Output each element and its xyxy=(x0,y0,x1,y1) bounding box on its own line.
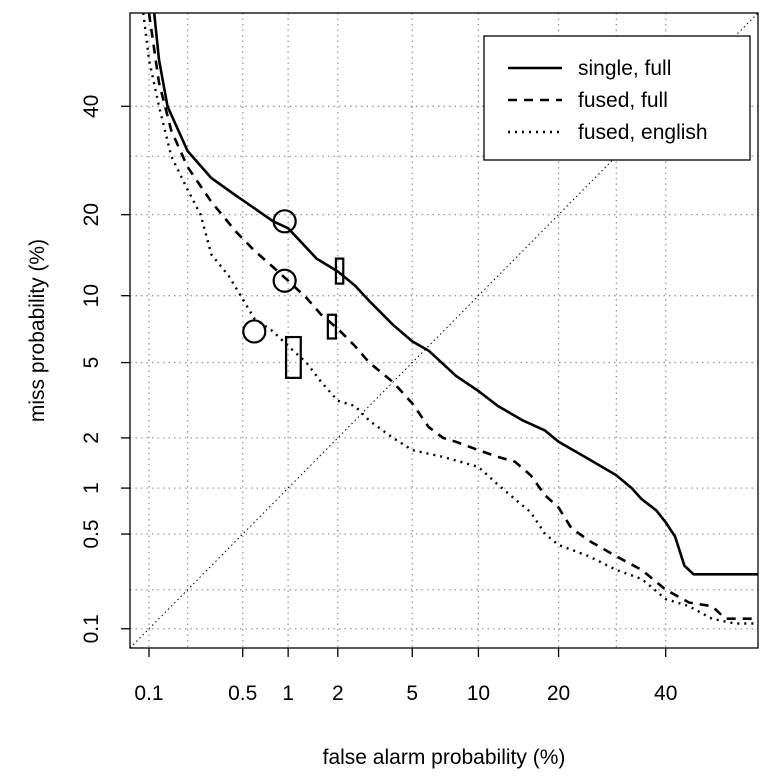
y-tick-label-4: 5 xyxy=(80,357,103,369)
marker-rect-4 xyxy=(334,257,345,285)
series xyxy=(142,13,758,625)
y-tick-label-7: 40 xyxy=(80,95,103,118)
legend-label-2: fused, english xyxy=(578,121,708,144)
marker-circle-2 xyxy=(242,319,267,344)
marker-rect-5 xyxy=(284,335,302,379)
marker-circle-0 xyxy=(272,209,297,234)
y-axis-label: miss probability (%) xyxy=(26,239,49,422)
y-tick-label-2: 1 xyxy=(80,482,103,494)
legend: single, full fused, full fused, english xyxy=(483,35,751,161)
legend-label-1: fused, full xyxy=(578,89,668,112)
legend-box xyxy=(483,35,751,161)
x-tick-label-5: 10 xyxy=(467,682,490,705)
y-tick-label-1: 0.5 xyxy=(80,519,103,548)
x-tick-label-7: 40 xyxy=(654,682,677,705)
legend-label-0: single, full xyxy=(578,57,671,80)
y-tick-label-5: 10 xyxy=(80,284,103,307)
x-tick-label-3: 2 xyxy=(332,682,344,705)
x-tick-label-1: 0.5 xyxy=(228,682,257,705)
y-tick-label-6: 20 xyxy=(80,203,103,226)
y-tick-label-0: 0.1 xyxy=(80,614,103,643)
x-axis-ticks: 0.1 0.5 1 2 5 10 20 40 xyxy=(134,648,677,705)
y-axis-ticks: 0.1 0.5 1 2 5 10 20 40 xyxy=(80,95,130,643)
x-tick-label-2: 1 xyxy=(282,682,294,705)
series-line-2 xyxy=(142,13,758,625)
y-tick-label-3: 2 xyxy=(80,432,103,444)
operating-point-markers xyxy=(242,209,345,379)
x-axis-label: false alarm probability (%) xyxy=(323,746,566,769)
x-tick-label-0: 0.1 xyxy=(134,682,163,705)
plot-frame xyxy=(129,12,759,649)
x-tick-label-4: 5 xyxy=(406,682,418,705)
x-tick-label-6: 20 xyxy=(547,682,570,705)
chance-diagonal xyxy=(130,13,758,648)
series-line-0 xyxy=(152,13,758,576)
series-line-3 xyxy=(130,13,758,648)
marker-circle-1 xyxy=(272,268,297,293)
marker-rect-3 xyxy=(326,313,337,340)
